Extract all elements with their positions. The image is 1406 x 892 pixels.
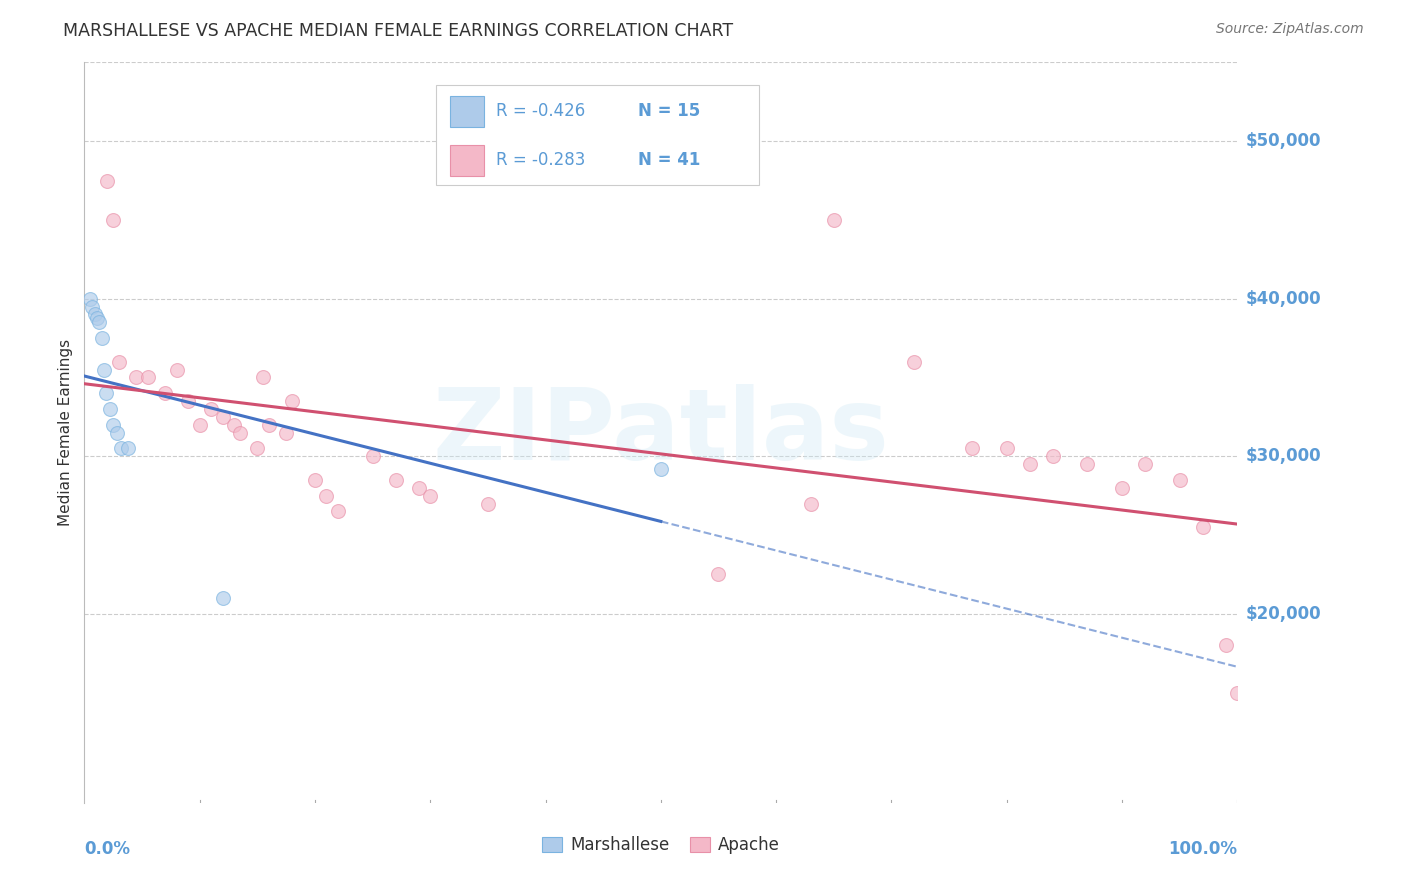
Text: $40,000: $40,000 (1246, 290, 1322, 308)
Point (361, 449, 384, 463)
Point (650, 462, 672, 476)
Point (90, 331, 112, 345)
Text: $20,000: $20,000 (1246, 605, 1322, 623)
Text: 0.0%: 0.0% (84, 840, 131, 858)
Point (211, 409, 233, 424)
Point (83, 308, 105, 322)
Point (1018, 457, 1040, 471)
Point (960, 442, 983, 456)
Text: Source: ZipAtlas.com: Source: ZipAtlas.com (1216, 22, 1364, 37)
Point (108, 355, 131, 369)
Point (304, 473, 326, 487)
Point (200, 402, 222, 417)
Point (384, 473, 406, 487)
Point (136, 370, 159, 384)
Point (229, 425, 252, 440)
Point (1042, 449, 1064, 463)
Point (326, 504, 349, 518)
Text: $50,000: $50,000 (1246, 132, 1322, 150)
Point (89, 315, 111, 329)
Point (79, 292, 101, 306)
Point (1191, 520, 1213, 534)
Point (166, 362, 188, 376)
Point (177, 394, 200, 409)
Point (1168, 473, 1191, 487)
Point (1215, 638, 1237, 652)
Point (125, 370, 148, 384)
FancyBboxPatch shape (436, 85, 759, 185)
Point (408, 481, 430, 495)
Point (1133, 457, 1156, 471)
Point (110, 442, 132, 456)
Point (224, 417, 246, 432)
Point (995, 442, 1018, 456)
Point (276, 425, 298, 440)
Point (96, 173, 118, 187)
FancyBboxPatch shape (450, 145, 485, 176)
Text: ZIPatlas: ZIPatlas (433, 384, 889, 481)
Point (105, 425, 128, 440)
Text: N = 41: N = 41 (638, 151, 700, 169)
Point (1076, 457, 1098, 471)
Point (315, 489, 337, 503)
Point (153, 386, 176, 401)
Legend: Marshallese, Apache: Marshallese, Apache (536, 830, 786, 861)
Point (252, 370, 274, 384)
Text: R = -0.283: R = -0.283 (496, 151, 585, 169)
Point (86, 310, 108, 325)
Point (103, 213, 124, 227)
Point (281, 394, 304, 409)
Point (257, 417, 280, 432)
Point (103, 417, 124, 432)
Point (1111, 481, 1133, 495)
Point (246, 442, 269, 456)
Y-axis label: Median Female Earnings: Median Female Earnings (58, 339, 73, 526)
Text: R = -0.426: R = -0.426 (496, 103, 585, 120)
Point (82, 300, 104, 314)
Point (188, 417, 211, 432)
Point (477, 496, 499, 510)
Point (903, 355, 925, 369)
Point (117, 442, 139, 456)
Point (1226, 685, 1249, 699)
Point (823, 213, 845, 227)
Point (98, 402, 121, 417)
FancyBboxPatch shape (450, 95, 485, 127)
Text: MARSHALLESE VS APACHE MEDIAN FEMALE EARNINGS CORRELATION CHART: MARSHALLESE VS APACHE MEDIAN FEMALE EARN… (63, 22, 734, 40)
Point (419, 489, 441, 503)
Point (211, 591, 233, 605)
Point (800, 496, 823, 510)
Text: $30,000: $30,000 (1246, 447, 1322, 466)
Text: 100.0%: 100.0% (1168, 840, 1237, 858)
Point (93, 362, 115, 376)
Point (96, 386, 118, 401)
Point (707, 567, 730, 582)
Text: N = 15: N = 15 (638, 103, 700, 120)
